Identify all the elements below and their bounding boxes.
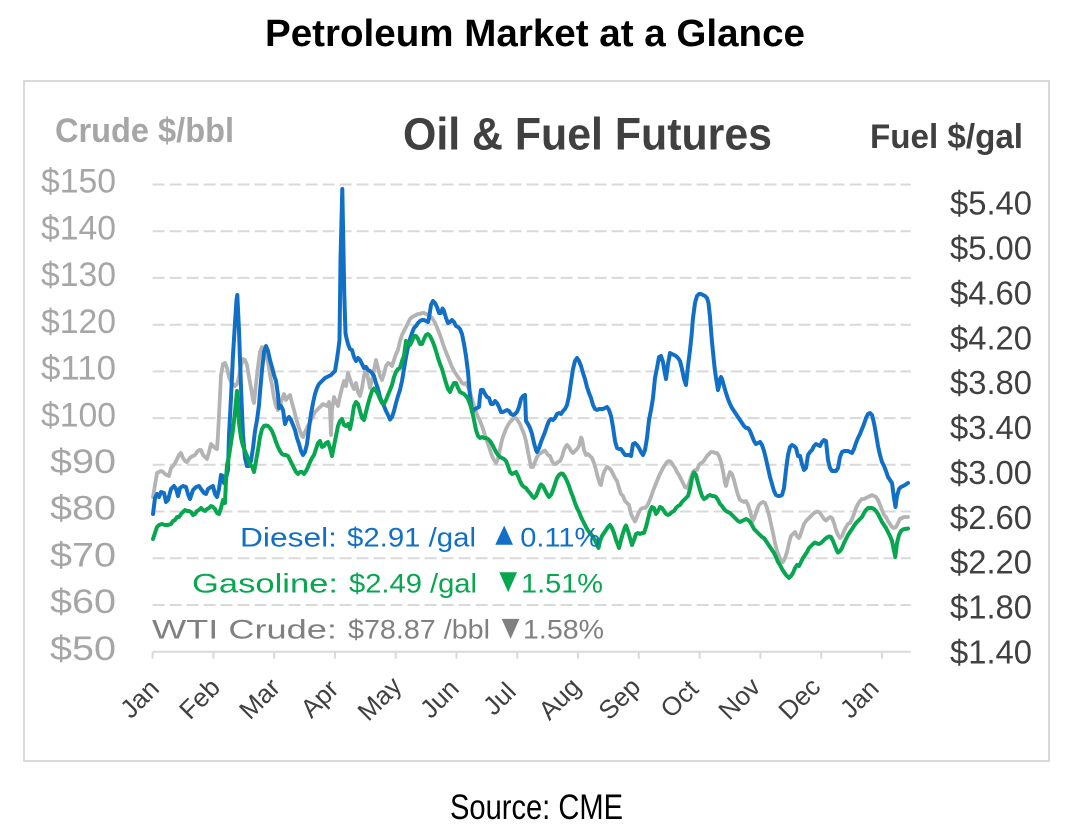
svg-text:$70: $70	[50, 537, 116, 575]
svg-text:$2.49 /gal: $2.49 /gal	[349, 569, 477, 599]
svg-text:$1.40: $1.40	[950, 634, 1032, 671]
svg-text:$2.20: $2.20	[950, 544, 1032, 581]
svg-text:WTI Crude:: WTI Crude:	[152, 615, 337, 645]
svg-text:$1.80: $1.80	[950, 589, 1032, 626]
svg-text:$50: $50	[50, 630, 116, 668]
svg-text:$2.60: $2.60	[950, 499, 1032, 536]
svg-text:$130: $130	[41, 256, 116, 294]
svg-text:1.51%: 1.51%	[521, 569, 603, 599]
svg-text:Petroleum Market at a Glance: Petroleum Market at a Glance	[265, 13, 805, 55]
svg-text:Source: CME: Source: CME	[450, 788, 623, 827]
svg-text:Oil & Fuel Futures: Oil & Fuel Futures	[403, 109, 772, 160]
svg-text:Crude $/bbl: Crude $/bbl	[55, 112, 234, 150]
svg-text:$60: $60	[50, 583, 116, 621]
svg-text:$90: $90	[50, 443, 116, 481]
svg-text:$140: $140	[41, 209, 116, 247]
svg-text:$110: $110	[41, 350, 116, 388]
svg-text:$4.60: $4.60	[950, 275, 1032, 312]
svg-text:$4.20: $4.20	[950, 319, 1032, 356]
svg-text:$5.00: $5.00	[950, 230, 1032, 267]
svg-text:0.11%: 0.11%	[520, 523, 600, 553]
svg-text:$2.91 /gal: $2.91 /gal	[347, 523, 476, 553]
svg-text:Fuel $/gal: Fuel $/gal	[870, 118, 1023, 156]
svg-text:$150: $150	[41, 163, 116, 201]
svg-text:$3.00: $3.00	[950, 454, 1032, 491]
svg-text:$3.80: $3.80	[950, 364, 1032, 401]
svg-text:1.58%: 1.58%	[523, 615, 604, 645]
svg-text:$100: $100	[41, 396, 116, 434]
svg-text:$5.40: $5.40	[950, 185, 1032, 222]
svg-text:$120: $120	[41, 303, 116, 341]
svg-text:$3.40: $3.40	[950, 409, 1032, 446]
svg-text:$80: $80	[50, 490, 116, 528]
svg-text:$78.87 /bbl: $78.87 /bbl	[348, 615, 490, 645]
svg-text:Diesel:: Diesel:	[240, 523, 337, 553]
svg-text:Gasoline:: Gasoline:	[192, 569, 338, 599]
